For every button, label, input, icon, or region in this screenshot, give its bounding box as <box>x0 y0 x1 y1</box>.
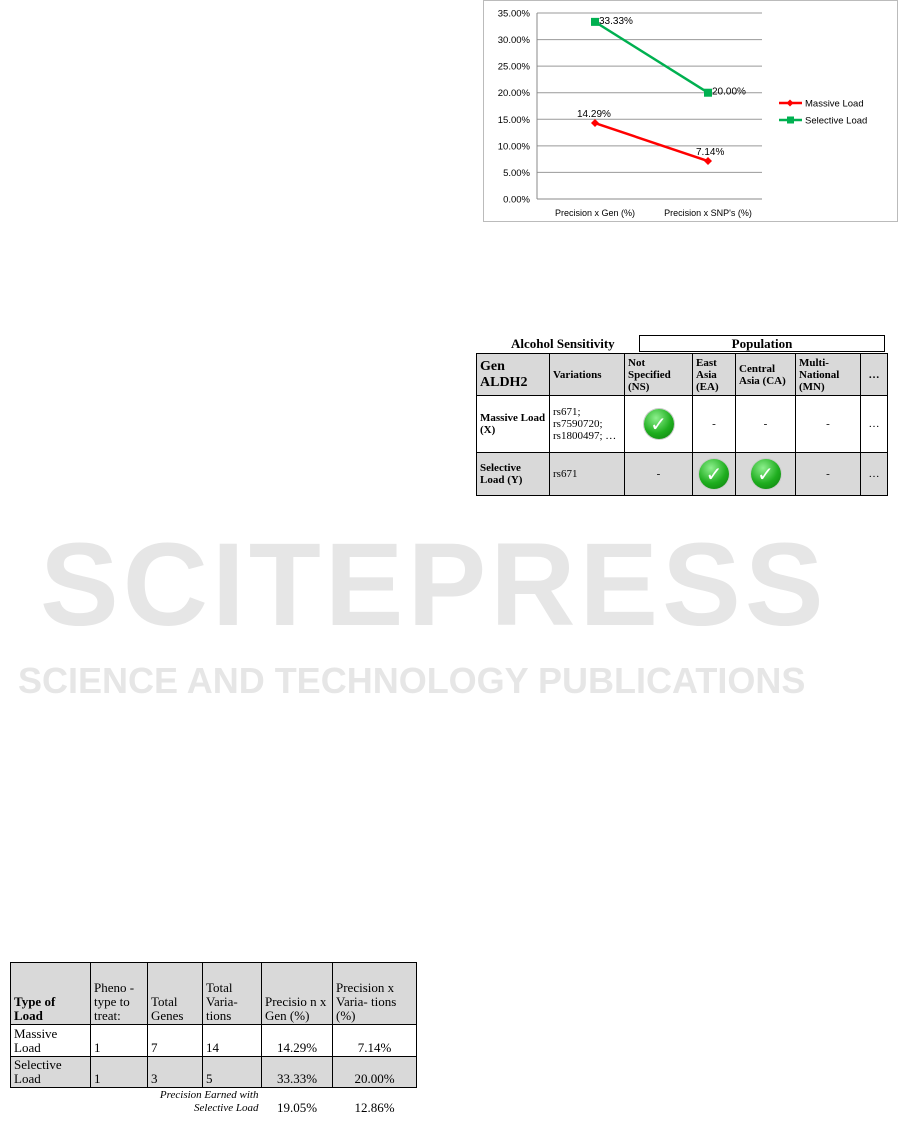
y-tick-label: 35.00% <box>498 9 531 20</box>
cell: 5 <box>202 1056 262 1088</box>
table-row: Massive Load (X) rs671; rs7590720; rs180… <box>476 395 888 453</box>
header-genes: Total Genes <box>147 962 203 1025</box>
legend-marker <box>787 116 794 124</box>
y-tick-label: 10.00% <box>498 141 531 152</box>
cell: 1 <box>90 1056 148 1088</box>
data-point <box>591 119 599 128</box>
population-table: Gen ALDH2 Variations Not Specified (NS) … <box>476 353 888 496</box>
chart-svg: 0.00% 5.00% 10.00% 15.00% 20.00% 25.00% 30.00%… <box>498 9 868 219</box>
header-more: … <box>860 353 888 396</box>
row-label: Massive Load (X) <box>476 395 550 453</box>
series-line <box>594 20 709 94</box>
cell-ea: ✓ <box>692 452 736 496</box>
y-tick-label: 15.00% <box>498 115 531 126</box>
cell: 14.29% <box>261 1024 333 1057</box>
cell-more: … <box>860 452 888 496</box>
cell: 33.33% <box>261 1056 333 1088</box>
data-point <box>704 157 712 166</box>
population-header: Population <box>639 335 885 352</box>
footer-prec-gen: 19.05% <box>261 1087 333 1116</box>
cell: 7 <box>147 1024 203 1057</box>
series-line <box>594 121 709 163</box>
watermark-subtitle: SCIENCE AND TECHNOLOGY PUBLICATIONS <box>18 660 806 701</box>
check-icon: ✓ <box>699 459 729 489</box>
x-tick-label: Precision x Gen (%) <box>555 208 635 218</box>
header-ca: Central Asia (CA) <box>735 353 796 396</box>
y-tick-label: 20.00% <box>498 88 531 99</box>
row-variations: rs671 <box>549 452 625 496</box>
footer-label: Precision Earned with Selective Load <box>10 1087 262 1116</box>
header-mn: Multi-National (MN) <box>795 353 861 396</box>
cell: 14 <box>202 1024 262 1057</box>
cell-ea: - <box>692 395 736 453</box>
header-variations: Total Varia- tions <box>202 962 262 1025</box>
table-row: Selective Load (Y) rs671 - ✓ ✓ - … <box>476 452 888 496</box>
header-ns: Not Specified (NS) <box>624 353 693 396</box>
legend-label: Selective Load <box>805 116 867 127</box>
row-variations: rs671; rs7590720; rs1800497; … <box>549 395 625 453</box>
header-prec-var: Precision x Varia- tions (%) <box>332 962 417 1025</box>
cell: 1 <box>90 1024 148 1057</box>
cell-more: … <box>860 395 888 453</box>
cell: 3 <box>147 1056 203 1088</box>
check-icon: ✓ <box>750 459 781 489</box>
legend-label: Massive Load <box>805 99 864 110</box>
header-ea: East Asia (EA) <box>692 353 736 396</box>
table-row: Selective Load 1 3 5 33.33% 20.00% <box>10 1056 417 1088</box>
header-type: Type of Load <box>10 962 91 1025</box>
footer-row: Precision Earned with Selective Load 19.… <box>10 1087 417 1116</box>
y-tick-label: 25.00% <box>498 62 531 73</box>
cell: Massive Load <box>10 1024 91 1057</box>
cell-ns: ✓ <box>624 395 693 453</box>
cell-ca: ✓ <box>735 452 796 496</box>
data-point <box>591 17 599 26</box>
x-tick-label: Precision x SNP's (%) <box>664 208 752 218</box>
header-prec-gen: Precisio n x Gen (%) <box>261 962 333 1025</box>
cell-mn: - <box>795 452 861 496</box>
y-tick-label: 30.00% <box>498 35 531 46</box>
table2-caption: Alcohol Sensitivity <box>511 336 615 351</box>
header-variations: Variations <box>549 353 625 396</box>
legend-marker <box>786 99 794 107</box>
cell: Selective Load <box>10 1056 91 1088</box>
cell-mn: - <box>795 395 861 453</box>
y-tick-label: 5.00% <box>503 168 530 179</box>
data-label: 20.00% <box>712 87 746 98</box>
data-label: 33.33% <box>599 16 633 27</box>
data-label: 7.14% <box>696 147 724 158</box>
cell: 20.00% <box>332 1056 417 1088</box>
table-row: Massive Load 1 7 14 14.29% 7.14% <box>10 1024 417 1057</box>
precision-table: Type of Load Pheno -type to treat: Total… <box>10 962 417 1116</box>
cell: 7.14% <box>332 1024 417 1057</box>
check-icon: ✓ <box>643 409 674 439</box>
footer-prec-var: 12.86% <box>332 1087 417 1116</box>
watermark-logo: SCITEPRESS <box>40 519 828 651</box>
cell-ca: - <box>735 395 796 453</box>
header-phenotype: Pheno -type to treat: <box>90 962 148 1025</box>
data-point <box>704 88 712 97</box>
data-label: 14.29% <box>577 109 611 120</box>
row-label: Selective Load (Y) <box>476 452 550 496</box>
header-gen: Gen ALDH2 <box>476 353 550 396</box>
y-tick-label: 0.00% <box>503 195 530 206</box>
line-chart: 0.00% 5.00% 10.00% 15.00% 20.00% 25.00% 30.00%… <box>483 0 898 222</box>
cell-ns: - <box>624 452 693 496</box>
